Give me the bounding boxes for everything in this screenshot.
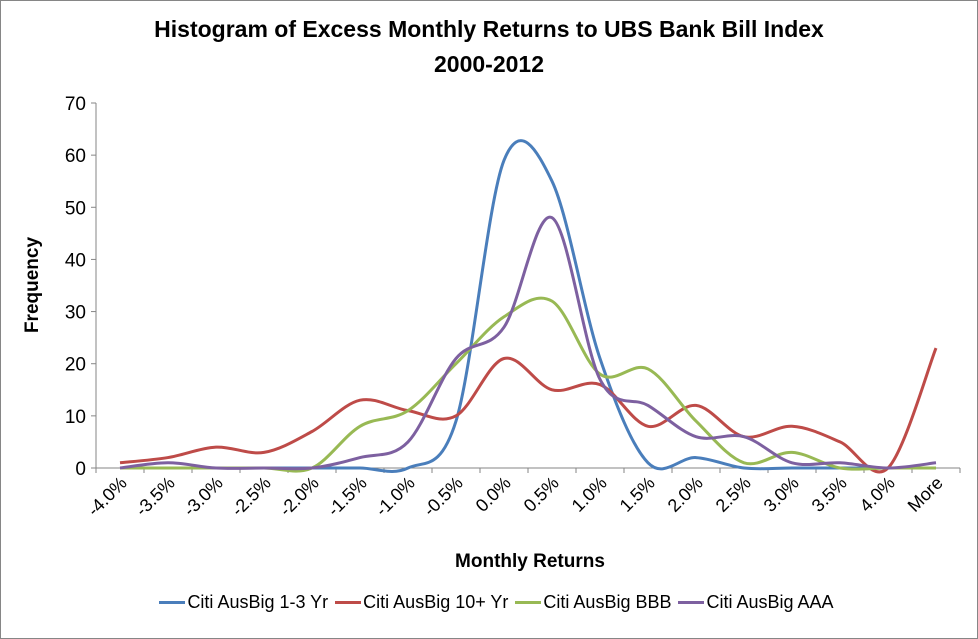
y-tick-label: 50 [65,198,86,219]
x-axis-title: Monthly Returns [455,551,605,572]
legend-label: Citi AusBig AAA [706,592,834,612]
legend-item: Citi AusBig 1-3 Yr [159,592,328,613]
x-tick-label: 3.0% [760,473,803,516]
x-tick-label: -4.0% [83,473,130,520]
x-tick-label: More [904,473,947,516]
x-tick-label: 2.5% [712,473,755,516]
x-tick-label: -3.5% [131,473,178,520]
legend: Citi AusBig 1-3 Yr Citi AusBig 10+ Yr Ci… [0,592,978,613]
series-line [120,139,936,473]
y-tick-label: 0 [75,459,86,480]
chart-subtitle: 2000-2012 [434,51,544,77]
legend-swatch [515,601,542,604]
x-tick-label: -1.0% [371,473,418,520]
y-tick-label: 70 [65,94,86,115]
y-tick-label: 60 [65,146,86,167]
x-tick-label: 1.5% [616,473,659,516]
y-tick-label: 30 [65,303,86,324]
legend-item: Citi AusBig 10+ Yr [335,592,508,613]
legend-item: Citi AusBig BBB [515,592,671,613]
legend-item: Citi AusBig AAA [678,592,834,613]
legend-swatch [335,601,362,604]
legend-swatch [678,601,705,604]
chart-title: Histogram of Excess Monthly Returns to U… [154,16,824,42]
x-tick-label: -3.0% [179,473,226,520]
x-tick-label: 0.5% [520,473,563,516]
legend-label: Citi AusBig BBB [543,592,672,612]
x-tick-label: -1.5% [323,473,370,520]
x-tick-label: 2.0% [664,473,707,516]
legend-label: Citi AusBig 10+ Yr [363,592,509,612]
series-line [119,216,937,471]
x-tick-label: -2.0% [275,473,322,520]
series-line [119,347,938,474]
x-tick-label: 1.0% [568,473,611,516]
x-tick-label: -2.5% [227,473,274,520]
x-tick-label: 0.0% [472,473,515,516]
x-tick-label: -0.5% [419,473,466,520]
legend-swatch [159,601,186,604]
x-tick-label: 4.0% [856,473,899,516]
y-tick-label: 10 [65,407,86,428]
y-tick-label: 20 [65,355,86,376]
x-tick-label: 3.5% [808,473,851,516]
y-tick-label: 40 [65,250,86,271]
series-line [120,296,936,473]
legend-label: Citi AusBig 1-3 Yr [187,592,329,612]
